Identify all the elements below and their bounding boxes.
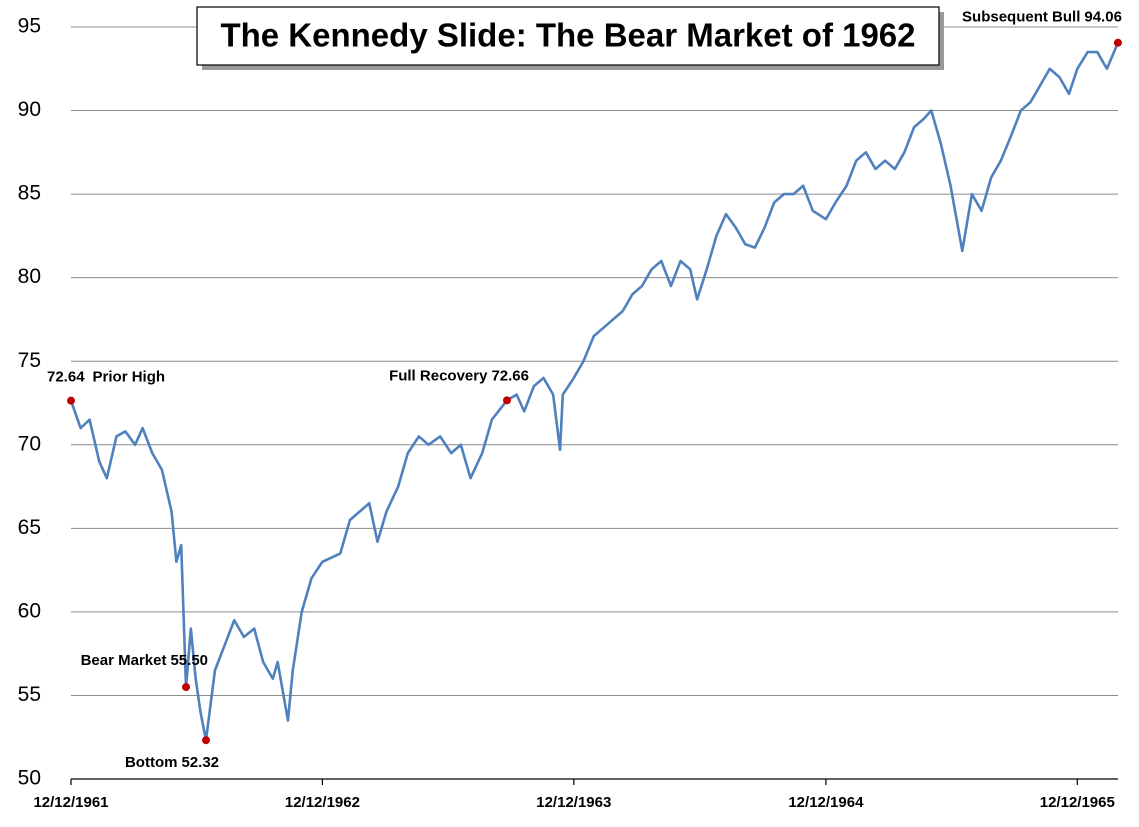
- y-tick-label: 80: [18, 265, 41, 288]
- y-tick-label: 85: [18, 182, 41, 205]
- annotation-part: 94.06: [1084, 9, 1122, 26]
- annotation-point: [201, 736, 210, 745]
- annotation-part: 55.50: [170, 652, 208, 669]
- annotation-part: Subsequent Bull: [962, 9, 1080, 26]
- annotation-point: [182, 683, 191, 692]
- annotation-part: 72.66: [491, 367, 529, 384]
- y-tick-label: 65: [18, 516, 41, 539]
- y-tick-label: 55: [18, 683, 41, 706]
- annotation-label: 72.64 Prior High: [47, 369, 165, 386]
- title-box: [196, 6, 940, 66]
- annotation-part: 52.32: [181, 754, 219, 771]
- series-line: [69, 42, 1120, 742]
- annotation-point: [1113, 38, 1122, 47]
- y-tick-label: 50: [18, 767, 41, 790]
- y-tick-label: 60: [18, 599, 41, 622]
- chart-title: The Kennedy Slide: The Bear Market of 19…: [220, 17, 915, 54]
- annotation-part: Bear Market: [81, 652, 167, 669]
- annotation-point: [67, 396, 75, 405]
- annotation-part: Bottom: [125, 754, 178, 771]
- annotation-label: Bear Market 55.50: [81, 652, 208, 669]
- annotation-part: 72.64: [47, 369, 85, 386]
- annotation-label: Full Recovery 72.66: [389, 367, 529, 384]
- x-tick-label: 12/12/1961: [33, 794, 108, 811]
- y-tick-label: 70: [18, 432, 41, 455]
- x-tick-label: 12/12/1963: [536, 794, 611, 811]
- y-tick-label: 95: [18, 15, 41, 38]
- x-tick-label: 12/12/1962: [285, 794, 360, 811]
- y-tick-label: 75: [18, 349, 41, 372]
- plot: 72.64 Prior High Bear Market 55.50 Bottom 52.…: [47, 9, 1122, 771]
- annotation-part: Full Recovery: [389, 367, 488, 384]
- annotation-label: Bottom 52.32: [125, 754, 219, 771]
- annotation-point: [502, 396, 511, 405]
- annotation-label: Subsequent Bull 94.06: [962, 9, 1122, 26]
- x-tick-label: 12/12/1964: [788, 794, 864, 811]
- annotation-part: Prior High: [93, 369, 166, 386]
- x-tick-label: 12/12/1965: [1040, 794, 1115, 811]
- y-tick-label: 90: [18, 98, 41, 121]
